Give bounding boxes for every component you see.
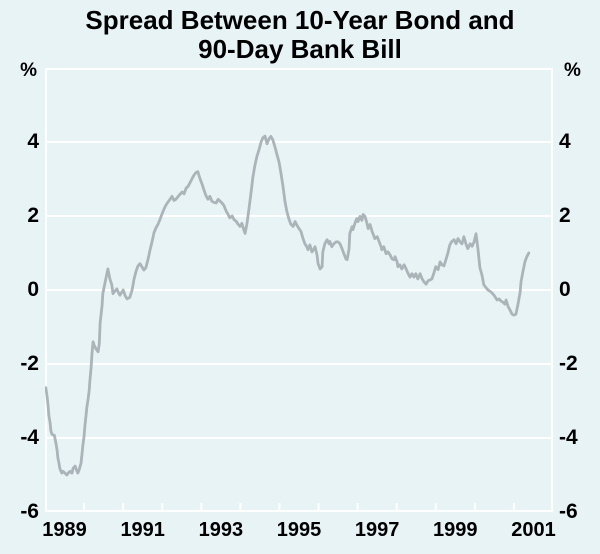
chart-title-line2: 90-Day Bank Bill (198, 34, 402, 64)
y-axis-tick-label-right: -2 (559, 352, 578, 375)
y-axis-tick-label-right: 4 (559, 130, 571, 153)
y-axis-tick-label-left: -2 (20, 352, 39, 375)
plot-frame (45, 68, 553, 512)
x-axis-tick-label: 1999 (433, 519, 478, 541)
y-axis-unit-left: % (20, 60, 37, 81)
chart-title-line1: Spread Between 10-Year Bond and (85, 5, 515, 35)
y-axis-tick-label-left: 0 (27, 278, 39, 301)
x-axis-tick-label: 1997 (354, 519, 400, 541)
y-axis-unit-right: % (564, 60, 581, 81)
x-axis-tick-label: 1993 (198, 519, 244, 541)
x-axis-tick-label: 1995 (276, 519, 322, 541)
x-axis-tick-label: 2001 (511, 519, 556, 541)
y-axis-tick-label-left: 4 (27, 130, 39, 153)
spread-line (45, 134, 531, 477)
y-axis-tick-label-right: 0 (559, 278, 571, 301)
plot-area (45, 68, 553, 512)
y-axis-tick-label-right: -4 (559, 426, 578, 449)
y-axis-tick-label-left: 2 (27, 204, 39, 227)
y-axis-tick-label-left: -6 (20, 500, 39, 523)
chart-title: Spread Between 10-Year Bond and 90-Day B… (0, 6, 600, 64)
x-axis-tick-label: 1991 (120, 519, 165, 541)
y-axis-tick-label-right: 2 (559, 204, 571, 227)
y-axis-tick-label-left: -4 (20, 426, 39, 449)
y-axis-tick-label-right: -6 (559, 500, 578, 523)
x-axis-tick-label: 1989 (42, 519, 87, 541)
